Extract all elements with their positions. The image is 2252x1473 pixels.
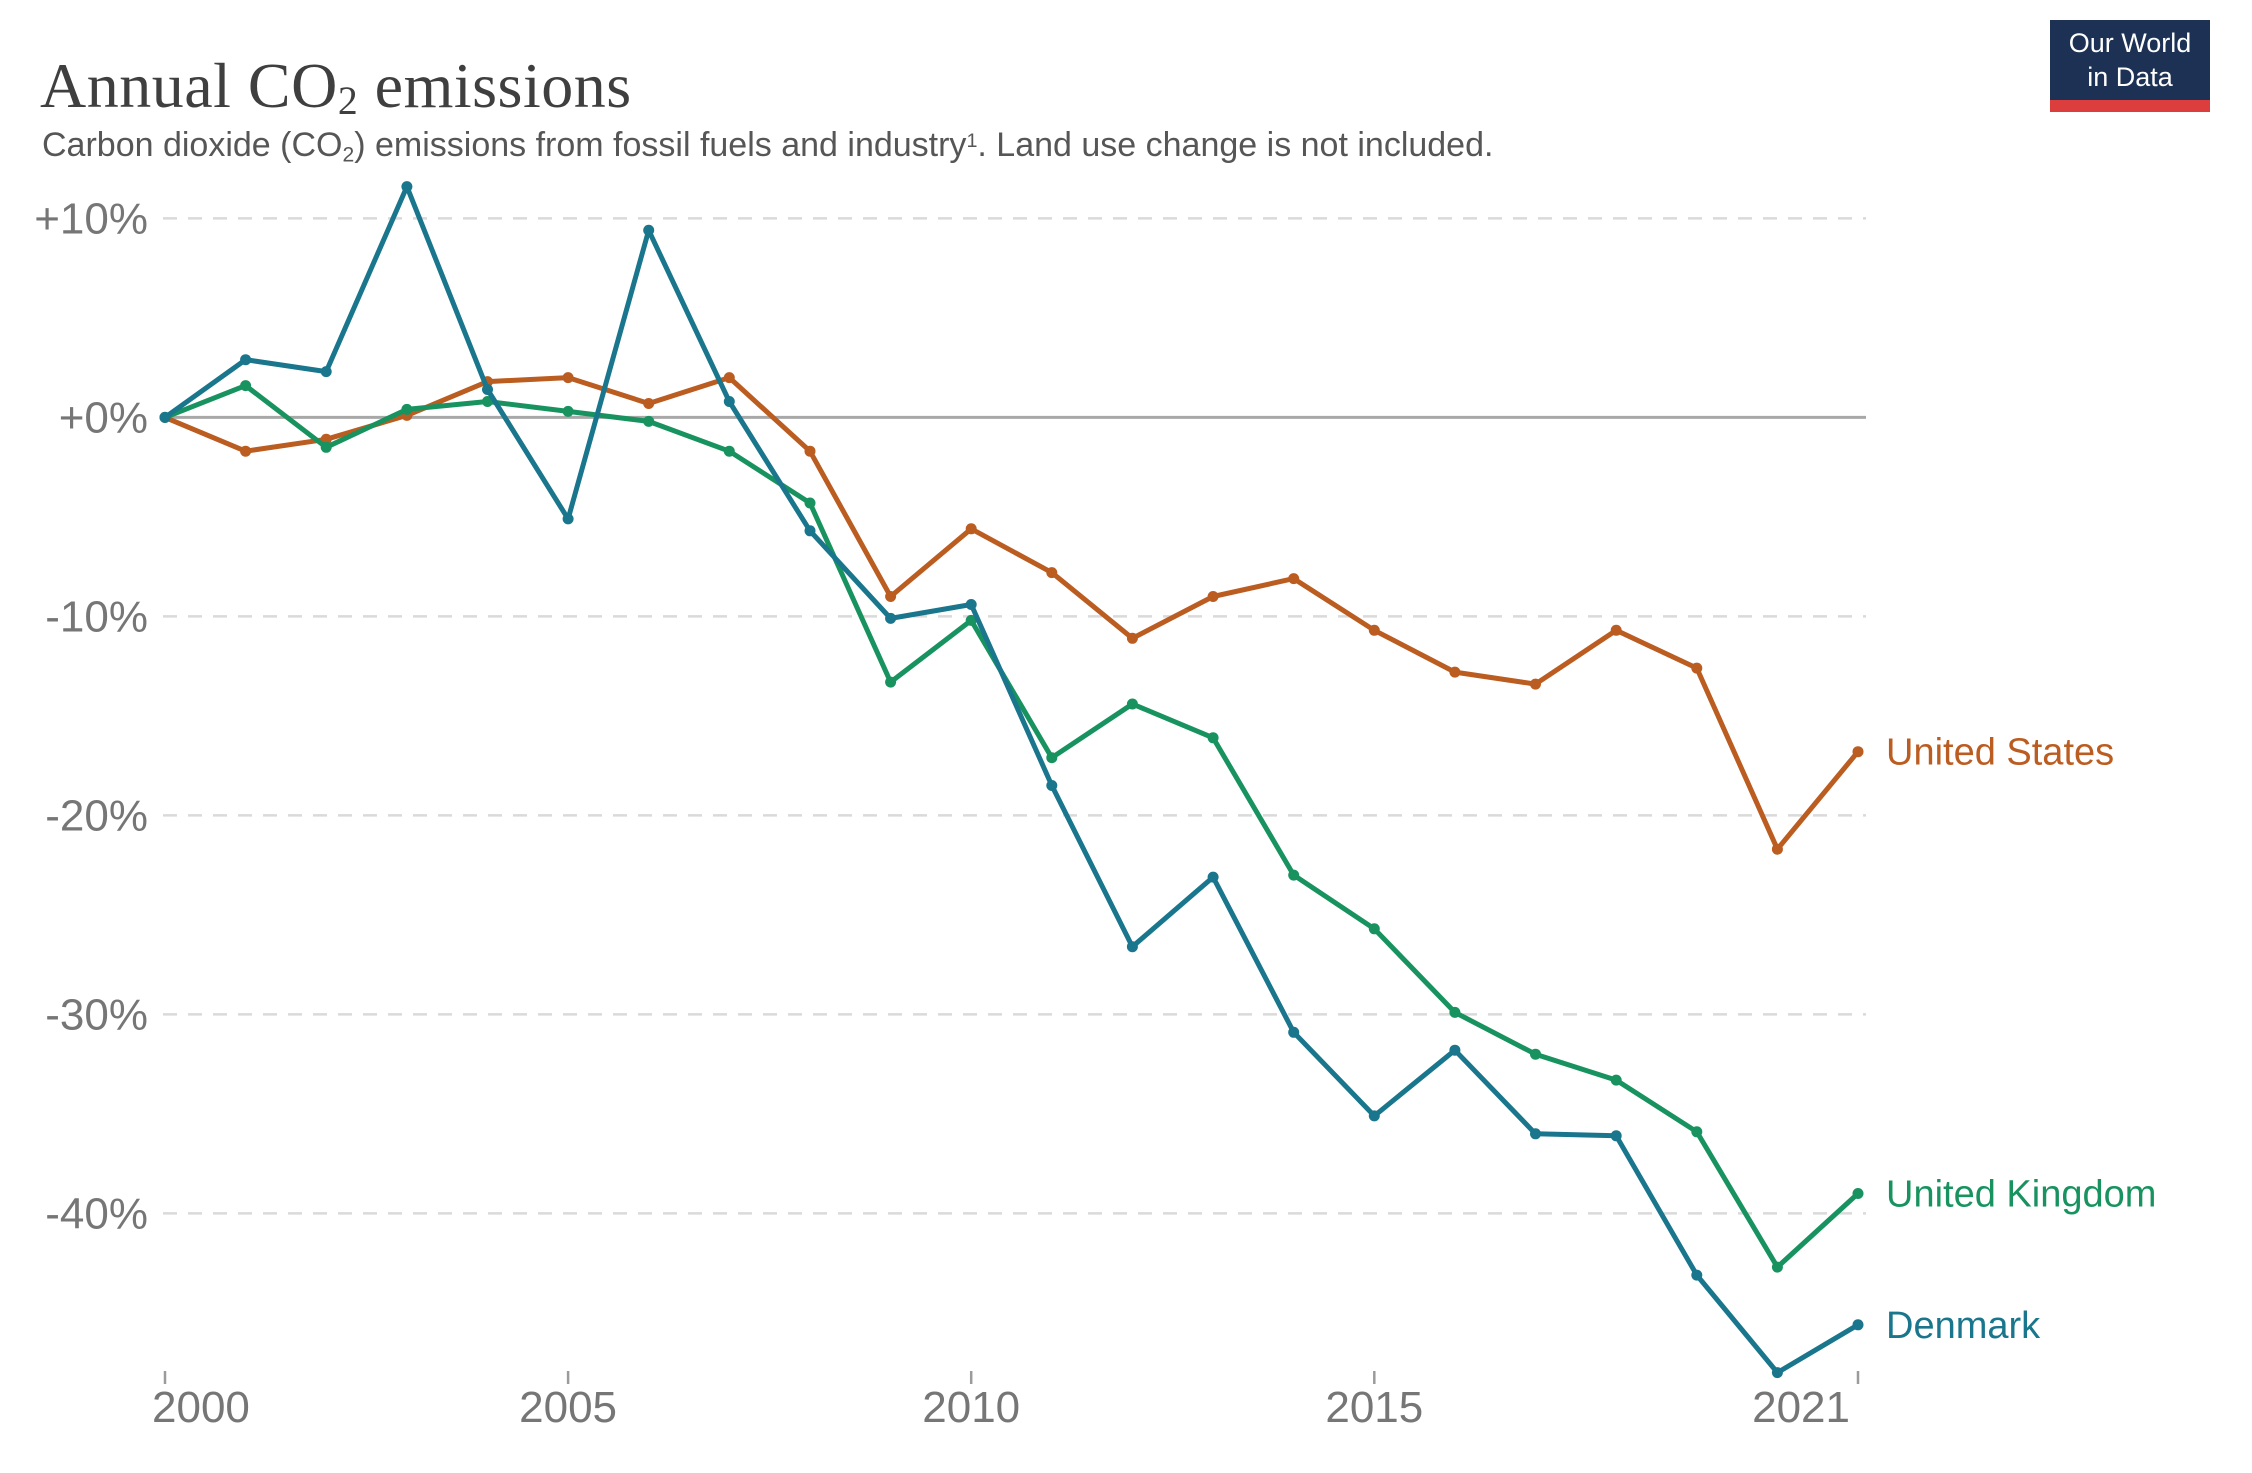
data-point-denmark[interactable] bbox=[1449, 1044, 1461, 1056]
page-title: Annual CO2 emissions bbox=[40, 49, 632, 124]
series-united-kingdom[interactable]: United Kingdom bbox=[159, 380, 2157, 1273]
x-axis-label: 2010 bbox=[922, 1383, 1020, 1432]
data-point-denmark[interactable] bbox=[159, 411, 171, 423]
data-point-united-kingdom[interactable] bbox=[1691, 1126, 1703, 1138]
data-point-united-kingdom[interactable] bbox=[240, 380, 252, 392]
data-point-united-kingdom[interactable] bbox=[320, 441, 332, 453]
data-point-united-states[interactable] bbox=[1852, 746, 1864, 758]
x-axis-label: 2000 bbox=[152, 1383, 250, 1432]
y-axis-label: +0% bbox=[59, 393, 148, 442]
title-text-end: emissions bbox=[358, 49, 632, 121]
subtitle-footnote-marker: 1 bbox=[966, 130, 978, 153]
data-point-united-kingdom[interactable] bbox=[643, 415, 655, 427]
owid-logo-line1: Our World bbox=[2068, 28, 2192, 58]
series-line-united-states[interactable] bbox=[162, 375, 1861, 852]
data-point-united-kingdom[interactable] bbox=[1126, 698, 1138, 710]
data-point-denmark[interactable] bbox=[1288, 1026, 1300, 1038]
series-line-denmark[interactable] bbox=[162, 184, 1861, 1376]
data-point-united-states[interactable] bbox=[240, 445, 252, 457]
data-point-denmark[interactable] bbox=[1368, 1110, 1380, 1122]
subtitle-text-end: . Land use change is not included. bbox=[977, 126, 1494, 164]
subtitle-text: Carbon dioxide (CO bbox=[42, 126, 343, 164]
data-point-united-states[interactable] bbox=[723, 372, 735, 384]
series-united-states[interactable]: United States bbox=[159, 372, 2115, 855]
data-point-united-kingdom[interactable] bbox=[1449, 1006, 1461, 1018]
data-point-united-states[interactable] bbox=[1530, 678, 1541, 690]
data-point-united-kingdom[interactable] bbox=[1610, 1074, 1622, 1086]
data-point-denmark[interactable] bbox=[1610, 1130, 1622, 1142]
subtitle-subscript: 2 bbox=[342, 143, 355, 167]
data-point-united-kingdom[interactable] bbox=[1368, 923, 1380, 935]
data-point-united-kingdom[interactable] bbox=[1852, 1188, 1864, 1199]
data-point-denmark[interactable] bbox=[562, 513, 574, 525]
data-point-denmark[interactable] bbox=[1046, 780, 1058, 791]
data-point-united-kingdom[interactable] bbox=[885, 676, 897, 688]
data-point-united-kingdom[interactable] bbox=[482, 396, 493, 407]
data-point-united-states[interactable] bbox=[1368, 624, 1380, 636]
data-point-denmark[interactable] bbox=[1530, 1128, 1541, 1140]
data-point-denmark[interactable] bbox=[885, 612, 897, 624]
data-point-united-states[interactable] bbox=[1449, 666, 1461, 678]
data-point-united-states[interactable] bbox=[562, 372, 574, 384]
data-point-denmark[interactable] bbox=[804, 525, 816, 537]
data-point-united-kingdom[interactable] bbox=[804, 497, 816, 509]
data-point-united-states[interactable] bbox=[1610, 624, 1622, 636]
data-point-united-states[interactable] bbox=[885, 591, 897, 602]
y-axis-label: -30% bbox=[45, 990, 148, 1039]
series-label-denmark[interactable]: Denmark bbox=[1886, 1305, 2041, 1347]
owid-logo[interactable]: Our World in Data bbox=[2050, 20, 2210, 112]
data-point-united-states[interactable] bbox=[643, 398, 655, 409]
data-point-denmark[interactable] bbox=[1691, 1269, 1703, 1281]
data-point-united-states[interactable] bbox=[1288, 573, 1300, 585]
owid-logo-stripe bbox=[2050, 100, 2210, 112]
data-point-denmark[interactable] bbox=[643, 224, 655, 236]
data-point-denmark[interactable] bbox=[1852, 1319, 1864, 1331]
series-label-united-states[interactable]: United States bbox=[1886, 732, 2114, 774]
data-point-united-states[interactable] bbox=[1126, 632, 1138, 644]
owid-logo-line2: in Data bbox=[2087, 62, 2173, 92]
data-point-united-states[interactable] bbox=[1691, 662, 1703, 674]
data-point-denmark[interactable] bbox=[240, 354, 252, 366]
data-point-denmark[interactable] bbox=[1126, 941, 1138, 953]
x-axis-label: 2015 bbox=[1325, 1383, 1423, 1432]
data-point-united-states[interactable] bbox=[1771, 843, 1783, 855]
title-subscript: 2 bbox=[337, 79, 359, 124]
data-point-denmark[interactable] bbox=[1771, 1367, 1783, 1379]
data-point-united-states[interactable] bbox=[804, 445, 816, 457]
series-label-united-kingdom[interactable]: United Kingdom bbox=[1886, 1174, 2156, 1216]
data-point-denmark[interactable] bbox=[965, 599, 977, 610]
data-point-denmark[interactable] bbox=[482, 384, 493, 395]
x-axis-label: 2005 bbox=[519, 1383, 617, 1432]
data-point-denmark[interactable] bbox=[320, 366, 332, 378]
data-point-united-states[interactable] bbox=[1046, 567, 1058, 579]
data-point-united-kingdom[interactable] bbox=[1771, 1261, 1783, 1273]
data-point-denmark[interactable] bbox=[1207, 871, 1219, 883]
title-text: Annual CO bbox=[40, 49, 338, 121]
y-axis-label: -40% bbox=[45, 1189, 148, 1238]
data-point-united-states[interactable] bbox=[965, 523, 977, 535]
data-point-denmark[interactable] bbox=[723, 396, 735, 407]
data-point-united-states[interactable] bbox=[1207, 591, 1219, 602]
series-denmark[interactable]: Denmark bbox=[159, 181, 2042, 1379]
data-point-denmark[interactable] bbox=[401, 181, 413, 193]
data-point-united-kingdom[interactable] bbox=[1207, 732, 1219, 744]
chart-subtitle: Carbon dioxide (CO2) emissions from foss… bbox=[42, 126, 1493, 167]
x-axis-label: 2021 bbox=[1752, 1383, 1850, 1432]
y-axis-label: +10% bbox=[34, 194, 148, 243]
data-point-united-kingdom[interactable] bbox=[1046, 752, 1058, 764]
data-point-united-kingdom[interactable] bbox=[965, 614, 977, 626]
data-point-united-kingdom[interactable] bbox=[562, 405, 574, 417]
data-point-united-kingdom[interactable] bbox=[1288, 869, 1300, 881]
owid-logo-box: Our World in Data bbox=[2050, 20, 2210, 100]
data-point-united-kingdom[interactable] bbox=[401, 403, 413, 415]
y-axis-label: -20% bbox=[45, 791, 148, 840]
data-point-united-kingdom[interactable] bbox=[723, 445, 735, 457]
data-point-united-kingdom[interactable] bbox=[1530, 1048, 1541, 1060]
y-axis-label: -10% bbox=[45, 592, 148, 641]
subtitle-text-mid: ) emissions from fossil fuels and indust… bbox=[354, 126, 967, 164]
